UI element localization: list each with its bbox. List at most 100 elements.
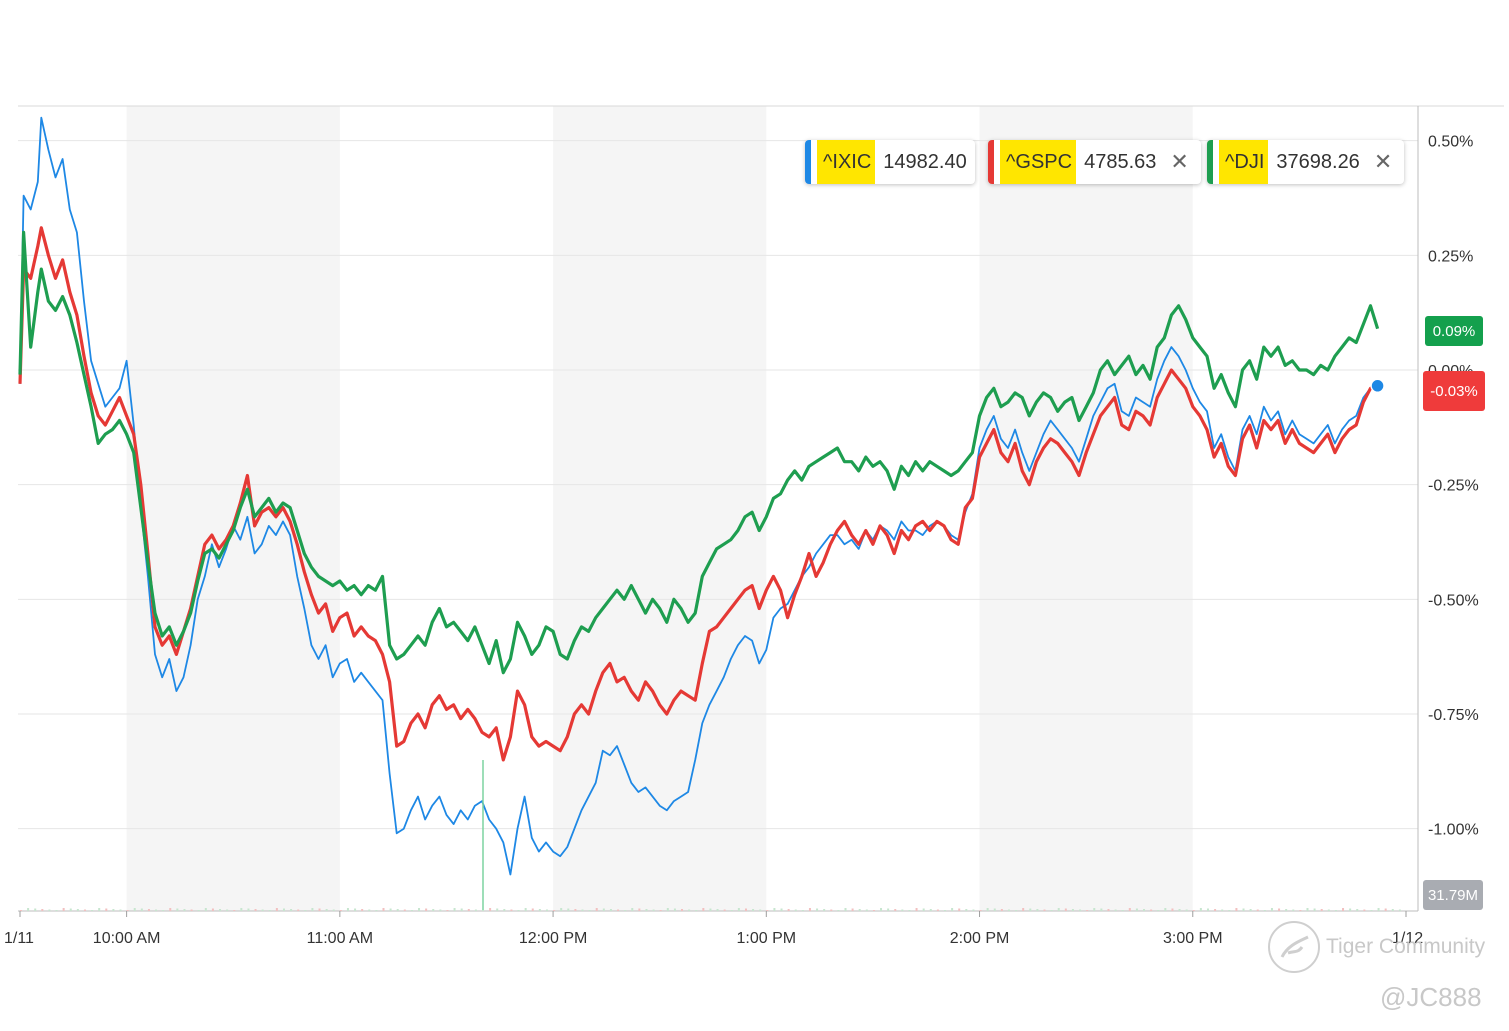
y-tick-label: 0.50%	[1428, 134, 1473, 151]
volume-bar	[944, 910, 946, 911]
volume-bar	[929, 909, 932, 911]
volume-bar	[34, 908, 37, 911]
volume-bar	[1370, 910, 1373, 911]
legend-chip-dji[interactable]: ^DJI 37698.26 ✕	[1207, 140, 1405, 184]
volume-bar	[517, 910, 520, 911]
volume-bar	[673, 908, 676, 911]
volume-bar	[958, 908, 961, 911]
volume-bar	[1079, 909, 1082, 911]
y-tick-label: -0.25%	[1428, 478, 1479, 495]
x-tick-label: 3:00 PM	[1163, 930, 1223, 947]
volume-bar	[1164, 908, 1167, 911]
volume-bar	[389, 908, 392, 911]
volume-bar	[865, 909, 868, 911]
volume-bar	[55, 910, 58, 911]
y-tick-label: -1.00%	[1428, 822, 1479, 839]
dji-close-icon[interactable]: ✕	[1373, 149, 1393, 174]
volume-bar	[282, 908, 285, 911]
volume-bar	[339, 910, 342, 911]
volume-bar	[105, 908, 108, 911]
series-line-dji	[18, 230, 1380, 675]
volume-bar	[908, 910, 911, 911]
volume-bar	[1334, 910, 1337, 911]
tiger-logo-icon	[1268, 921, 1320, 973]
volume-bar	[887, 908, 890, 911]
volume-bar	[1221, 909, 1224, 911]
volume-bar	[759, 909, 762, 911]
volume-bar	[446, 910, 449, 911]
volume-bar	[1071, 909, 1074, 911]
volume-bar	[346, 908, 349, 911]
volume-bar	[581, 909, 584, 911]
volume-badge: 31.79M	[1423, 880, 1483, 910]
x-tick-label: 1:00 PM	[737, 930, 797, 947]
volume-bar	[951, 908, 954, 911]
volume-bar	[247, 908, 250, 911]
y-axis: 0.50% 0.25% -0.25% -0.50% -0.75% -1.00%	[1428, 134, 1479, 839]
volume-bar	[425, 908, 428, 911]
gspc-close-icon[interactable]: ✕	[1170, 149, 1189, 174]
legend-chip-gspc[interactable]: ^GSPC 4785.63 ✕	[988, 140, 1201, 184]
y-tick-label: -0.50%	[1428, 592, 1479, 609]
dji-symbol: ^DJI	[1219, 140, 1269, 184]
volume-bar	[382, 908, 385, 911]
volume-bar	[972, 909, 975, 911]
volume-bar	[1384, 908, 1387, 911]
volume-bar	[147, 909, 150, 911]
volume-bar	[766, 910, 769, 911]
volume-bar	[474, 909, 477, 911]
volume-bar	[133, 908, 136, 911]
volume-bar	[261, 909, 264, 911]
volume-bar	[1100, 908, 1103, 911]
volume-bar	[1192, 910, 1195, 911]
volume-bar	[41, 909, 44, 911]
volume-bar	[432, 909, 435, 911]
volume-bar	[69, 908, 72, 911]
volume-bar	[268, 910, 271, 911]
volume-bar	[1086, 910, 1089, 911]
volume-bar	[872, 910, 875, 911]
volume-bar	[837, 910, 840, 911]
volume-bar	[275, 908, 278, 911]
volume-bar	[240, 908, 243, 911]
dji-value: 37698.26	[1276, 150, 1360, 173]
gspc-color-swatch	[988, 140, 994, 184]
legend-chip-ixic[interactable]: ^IXIC 14982.40	[805, 140, 975, 184]
volume-bar	[666, 908, 669, 911]
gspc-symbol: ^GSPC	[1000, 140, 1077, 184]
shaded-band-0	[126, 106, 340, 911]
volume-bar	[1278, 908, 1281, 911]
volume-bar	[1249, 909, 1252, 911]
session-shading	[126, 106, 1193, 911]
ixic-last-point-dot[interactable]	[1370, 378, 1385, 394]
volume-bar	[1022, 908, 1025, 911]
y-tick-label: -0.75%	[1428, 707, 1479, 724]
volume-bar	[20, 910, 22, 911]
volume-bar	[1128, 908, 1131, 911]
volume-bar	[1050, 910, 1053, 911]
volume-bar	[617, 909, 620, 911]
dji-last-value-badge: 0.09%	[1425, 316, 1483, 346]
x-tick-label: 10:00 AM	[93, 930, 161, 947]
volume-bar	[1114, 909, 1117, 911]
volume-bar	[332, 909, 335, 911]
volume-bar	[695, 910, 698, 911]
volume-bar	[1263, 910, 1266, 911]
volume-bar	[211, 908, 214, 911]
volume-bar	[233, 910, 236, 911]
volume-bar	[318, 908, 321, 911]
volume-bar	[1064, 908, 1067, 911]
volume-bar	[894, 909, 897, 911]
shaded-band-2	[979, 106, 1193, 911]
volume-bar	[62, 908, 65, 911]
volume-bar	[545, 909, 548, 911]
gspc-last-value-badge: -0.03%	[1423, 371, 1485, 411]
volume-bar	[396, 909, 399, 911]
volume-bar	[730, 910, 733, 911]
volume-bar	[723, 909, 726, 911]
x-tick-label: 2:00 PM	[950, 930, 1010, 947]
volume-bar	[482, 910, 484, 911]
volume-bar	[1320, 909, 1323, 911]
series-lines	[18, 116, 1380, 876]
